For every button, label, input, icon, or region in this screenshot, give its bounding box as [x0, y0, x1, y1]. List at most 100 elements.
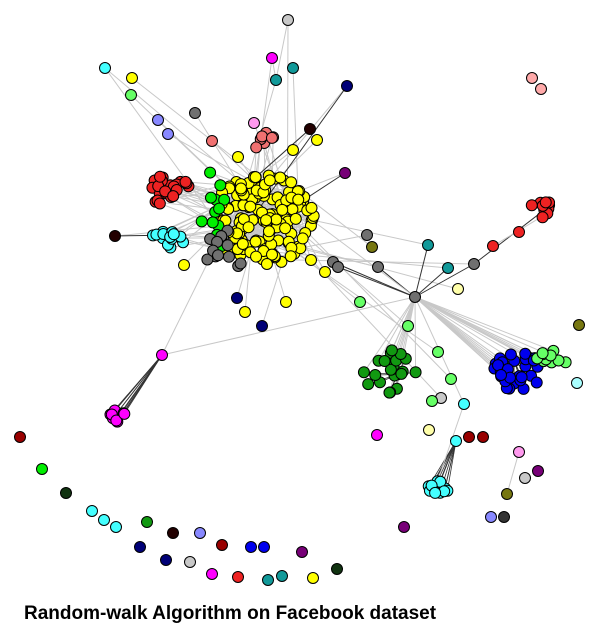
silver-node: [282, 14, 294, 26]
darkgreen-node: [395, 367, 408, 380]
magenta-node: [118, 407, 131, 420]
yellow-node: [279, 222, 292, 235]
cyan-node: [458, 398, 470, 410]
silver-node: [519, 472, 531, 484]
graph-edge: [112, 354, 163, 419]
graph-edge: [104, 67, 246, 187]
yellow-node: [305, 254, 317, 266]
lightcyan-node: [571, 377, 583, 389]
graph-edge: [298, 190, 373, 248]
gray-node: [222, 250, 235, 263]
green-node: [206, 216, 219, 229]
magenta-node: [371, 429, 383, 441]
darkgreen-node: [385, 344, 398, 357]
maroon-node: [477, 431, 489, 443]
teal-node: [276, 570, 288, 582]
graph-edge: [414, 296, 538, 368]
yellow-node: [263, 174, 276, 187]
lightgreen-node: [536, 347, 549, 360]
graph-edge: [414, 263, 475, 298]
periwinkle-node: [162, 128, 174, 140]
cyan-node: [98, 514, 110, 526]
magenta-node: [110, 414, 123, 427]
red-node: [536, 211, 549, 224]
yellow-node: [178, 259, 190, 271]
gray-node: [372, 261, 384, 273]
graph-edge: [161, 186, 246, 356]
green-node: [214, 179, 227, 192]
yellow-node: [287, 144, 299, 156]
teal-node: [287, 62, 299, 74]
magenta-node: [266, 52, 278, 64]
yellow-node: [311, 134, 323, 146]
yellow-node: [284, 250, 297, 263]
pink-node: [513, 446, 525, 458]
graph-edge: [414, 296, 417, 373]
graph-edge: [414, 296, 501, 359]
red-node: [232, 571, 244, 583]
yellow-node: [274, 171, 287, 184]
teal-node: [262, 574, 274, 586]
graph-edge: [278, 240, 459, 290]
darkgreen-node: [378, 355, 391, 368]
yellow-node: [249, 235, 262, 248]
teal-node: [270, 74, 282, 86]
graph-edge: [414, 296, 554, 352]
darkgreen-node: [409, 366, 422, 379]
yellow-node: [250, 250, 263, 263]
maroon-node: [14, 431, 26, 443]
gray-node: [189, 107, 201, 119]
graph-edge: [264, 85, 348, 185]
graph-edge: [363, 296, 416, 373]
lightyellow-node: [423, 424, 435, 436]
gray-node: [212, 249, 225, 262]
blue-node: [530, 376, 543, 389]
navy-node: [160, 554, 172, 566]
lightgreen-node: [445, 373, 457, 385]
red-node: [487, 240, 499, 252]
figure-caption: Random-walk Algorithm on Facebook datase…: [0, 603, 614, 633]
yellow-node: [319, 266, 331, 278]
green-node: [213, 202, 226, 215]
graph-edge: [446, 440, 457, 491]
gray-node: [332, 261, 344, 273]
graph-edge: [298, 172, 346, 192]
periwinkle-node: [152, 114, 164, 126]
pinksalmon-node: [535, 83, 547, 95]
pinksalmon-node: [526, 72, 538, 84]
olive-node: [366, 241, 378, 253]
olive-node: [573, 319, 585, 331]
graph-edge: [506, 451, 520, 495]
hub-node: [409, 291, 421, 303]
purple-node: [339, 167, 351, 179]
yellow-node: [276, 203, 289, 216]
yellow-node: [289, 212, 302, 225]
graph-edges: [104, 19, 554, 495]
cyan-node: [99, 62, 111, 74]
graph-edge: [337, 266, 416, 298]
green-node: [36, 463, 48, 475]
teal-node: [442, 262, 454, 274]
yellow-node: [266, 248, 279, 261]
darkgreen-node: [383, 386, 396, 399]
salmon-node: [206, 135, 218, 147]
graph-edge: [414, 296, 515, 362]
yellow-node: [244, 200, 257, 213]
blue-node: [245, 541, 257, 553]
gray-node: [234, 257, 247, 270]
salmon-node: [265, 131, 278, 144]
yellow-node: [260, 258, 273, 271]
yellow-node: [292, 193, 305, 206]
red-node: [154, 170, 167, 183]
graph-edge: [161, 296, 416, 356]
cyan-node: [429, 486, 442, 499]
maroon-node: [463, 431, 475, 443]
darkgreen-node: [384, 363, 397, 376]
periwinkle-node: [194, 527, 206, 539]
caption-text: Random-walk Algorithm on Facebook datase…: [24, 603, 437, 624]
graph-edge: [257, 85, 348, 211]
yellow-node: [262, 225, 275, 238]
purple-node: [296, 546, 308, 558]
graph-edge: [414, 296, 502, 376]
darkgreenblack-node: [331, 563, 343, 575]
